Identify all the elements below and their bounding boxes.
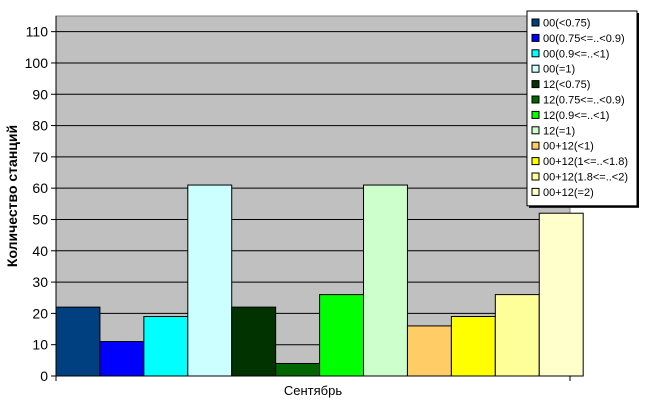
legend-entry: 12(0.9<=..<1) (543, 110, 609, 122)
legend-entry: 00(<0.75) (543, 18, 590, 30)
y-tick-label: 110 (26, 24, 49, 40)
y-axis-title: Количество станций (4, 125, 20, 267)
bars (55, 184, 584, 377)
legend-entry: 00+12(1<=..<1.8) (543, 156, 628, 168)
y-tick-label: 0 (40, 368, 48, 384)
legend-swatch (531, 49, 540, 58)
legend: 00(<0.75) 00(0.75<=..<0.9) 00(0.9<=..<1) 00… (526, 10, 639, 208)
legend-entry: 00(=1) (543, 64, 575, 76)
legend-box (526, 10, 638, 207)
bar (143, 316, 189, 377)
y-tick-label: 10 (32, 337, 48, 353)
legend-swatch (531, 80, 540, 89)
y-tick-label: 50 (32, 211, 48, 227)
legend-entry: 00+12(<1) (543, 141, 594, 153)
bar (319, 294, 365, 377)
axes: 0 10 20 30 40 50 60 70 80 90 100 110 (25, 16, 571, 384)
legend-swatch (531, 141, 540, 150)
legend-swatch (531, 187, 540, 196)
legend-swatch (531, 95, 540, 104)
bar (494, 294, 540, 377)
x-category-label: Сентябрь (284, 383, 342, 398)
bar (363, 184, 408, 377)
legend-swatch (531, 172, 540, 181)
y-tick-label: 90 (32, 86, 48, 102)
bar (275, 362, 321, 377)
legend-entry: 00+12(1.8<=..<2) (543, 172, 628, 184)
bar (406, 325, 452, 377)
legend-entry: 00(0.9<=..<1) (543, 48, 609, 60)
legend-entry: 00+12(=2) (543, 187, 594, 199)
y-tick-label: 70 (32, 149, 48, 165)
legend-swatch (531, 126, 540, 135)
bar (450, 316, 496, 377)
legend-swatch (531, 110, 540, 119)
y-tick-label: 100 (25, 55, 49, 71)
legend-entry: 00(0.75<=..<0.9) (543, 33, 625, 45)
legend-entry: 12(0.75<=..<0.9) (543, 95, 625, 107)
legend-swatch (531, 18, 540, 27)
y-tick-label: 80 (32, 118, 48, 134)
bar (231, 306, 277, 377)
legend-swatch (531, 157, 540, 166)
plot-area (55, 15, 571, 377)
y-tick-label: 60 (32, 180, 48, 196)
y-tick-label: 30 (32, 274, 48, 290)
bar (55, 306, 101, 377)
legend-swatch (531, 64, 540, 73)
y-tick-label: 40 (32, 243, 48, 259)
legend-entry: 12(<0.75) (543, 79, 590, 91)
bar (538, 212, 584, 377)
legend-swatch (531, 33, 540, 42)
bar (187, 184, 233, 377)
bar (99, 341, 145, 377)
legend-entry: 12(=1) (543, 125, 575, 137)
y-tick-label: 20 (32, 305, 48, 321)
